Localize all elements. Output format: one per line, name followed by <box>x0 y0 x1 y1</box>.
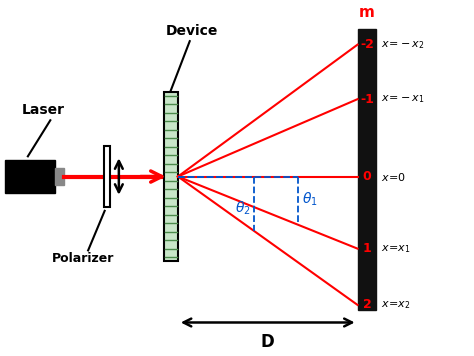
Text: -1: -1 <box>360 93 374 106</box>
Text: $\theta_2$: $\theta_2$ <box>236 199 251 217</box>
Text: D: D <box>261 333 274 351</box>
Text: $x\!=\!-x_2$: $x\!=\!-x_2$ <box>381 39 424 51</box>
Bar <box>55 168 64 185</box>
Text: -2: -2 <box>360 38 374 51</box>
Text: $\theta_1$: $\theta_1$ <box>302 190 318 208</box>
Text: 1: 1 <box>363 242 371 255</box>
Text: $x\!=\!-x_1$: $x\!=\!-x_1$ <box>381 93 425 105</box>
Text: 2: 2 <box>363 298 371 312</box>
Text: m: m <box>359 5 375 20</box>
Bar <box>164 92 178 261</box>
Bar <box>104 146 110 207</box>
Text: Device: Device <box>166 23 219 38</box>
Text: 0: 0 <box>363 170 371 183</box>
Text: $x\!=\!0$: $x\!=\!0$ <box>381 171 406 183</box>
Bar <box>5 160 55 193</box>
Text: Laser: Laser <box>22 103 65 117</box>
Text: Polarizer: Polarizer <box>52 252 115 265</box>
Text: $x\!=\!x_1$: $x\!=\!x_1$ <box>381 243 411 255</box>
Text: $x\!=\!x_2$: $x\!=\!x_2$ <box>381 299 411 311</box>
Bar <box>357 29 376 310</box>
